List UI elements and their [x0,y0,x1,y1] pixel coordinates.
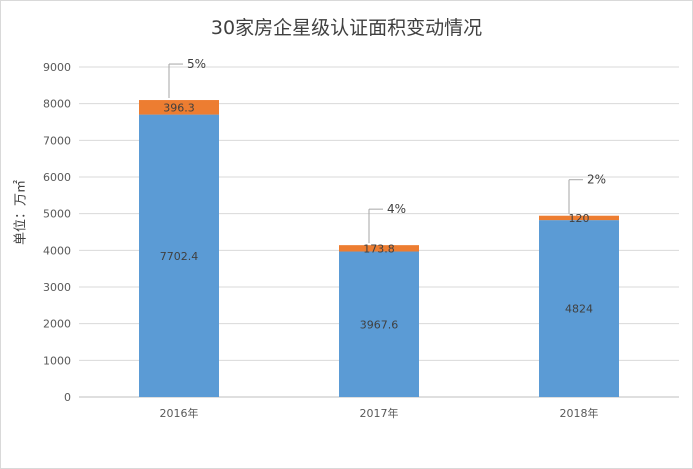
y-tick-label: 3000 [43,281,71,294]
bar-segment-increment [139,100,219,115]
y-tick-label: 6000 [43,171,71,184]
percentage-annotation: 4% [387,202,406,216]
bar-segment-base [539,220,619,397]
percentage-annotation: 2% [587,173,606,187]
y-tick-label: 5000 [43,208,71,221]
y-tick-label: 2000 [43,318,71,331]
x-tick-label: 2016年 [160,406,199,420]
data-label: 3967.6 [360,318,399,331]
bar-segment-base [139,114,219,397]
data-label: 4824 [565,303,593,316]
y-tick-label: 1000 [43,354,71,367]
data-label: 120 [569,212,590,225]
x-tick-label: 2017年 [360,406,399,420]
chart-title: 30家房企星级认证面积变动情况 [210,17,483,39]
bar-segment-increment [539,215,619,221]
y-tick-label: 4000 [43,244,71,257]
y-tick-label: 9000 [43,61,71,74]
data-label: 396.3 [163,101,195,114]
bar-segment-base [339,251,419,397]
x-tick-label: 2018年 [560,406,599,420]
bar-segment-increment [339,245,419,252]
data-label: 173.8 [363,242,395,255]
data-label: 7702.4 [160,250,199,263]
y-tick-label: 0 [64,391,71,404]
y-tick-label: 8000 [43,98,71,111]
percentage-annotation: 5% [187,57,206,71]
y-tick-label: 7000 [43,134,71,147]
